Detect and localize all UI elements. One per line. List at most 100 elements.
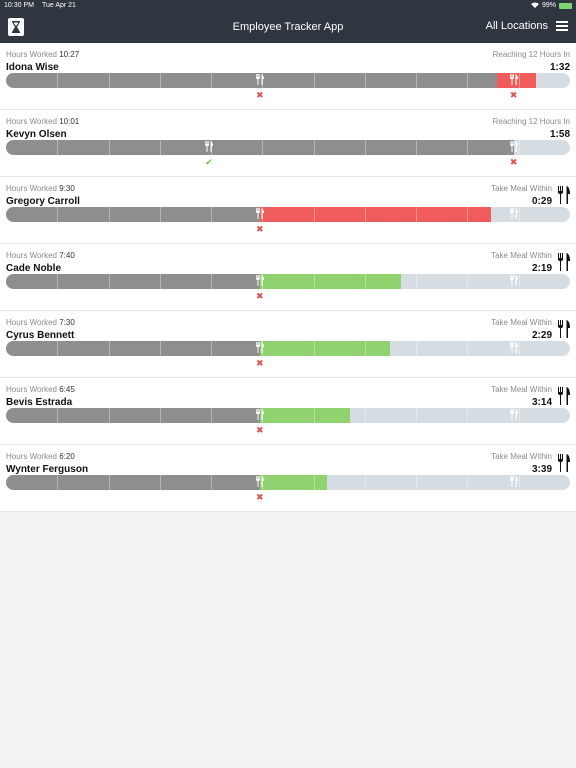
meal-fork-icon bbox=[255, 342, 264, 356]
employee-row[interactable]: Hours Worked 9:30 Gregory Carroll Take M… bbox=[0, 177, 576, 244]
hours-worked-value: 6:45 bbox=[59, 385, 75, 394]
hour-tick bbox=[262, 408, 264, 423]
meal-fork-icon bbox=[509, 141, 518, 155]
overdue-segment bbox=[259, 207, 492, 222]
hour-tick bbox=[467, 341, 469, 356]
missed-meal-icon: ✖ bbox=[256, 425, 264, 435]
worked-segment bbox=[6, 274, 260, 289]
meal-fork-icon bbox=[255, 275, 264, 289]
hour-tick bbox=[313, 207, 315, 222]
hours-worked-value: 7:40 bbox=[59, 251, 75, 260]
hours-worked-label: Hours Worked bbox=[6, 385, 57, 394]
hour-tick bbox=[159, 140, 161, 155]
employee-name: Kevyn Olsen bbox=[6, 129, 67, 140]
shift-progress-bar bbox=[6, 408, 570, 423]
employee-row[interactable]: Hours Worked 7:30 Cyrus Bennett Take Mea… bbox=[0, 311, 576, 378]
hours-worked-value: 10:01 bbox=[59, 117, 80, 126]
employee-row[interactable]: Hours Worked 6:45 Bevis Estrada Take Mea… bbox=[0, 378, 576, 445]
location-selector[interactable]: All Locations bbox=[485, 20, 548, 32]
shift-progress-bar bbox=[6, 140, 570, 155]
employee-name: Idona Wise bbox=[6, 62, 59, 73]
hour-tick bbox=[518, 274, 520, 289]
worked-segment bbox=[6, 207, 260, 222]
employee-row[interactable]: Hours Worked 10:01 Kevyn Olsen Reaching … bbox=[0, 110, 576, 177]
time-remaining: 1:32 bbox=[549, 62, 570, 73]
time-remaining: 3:14 bbox=[531, 397, 552, 408]
hours-worked: Hours Worked 10:01 bbox=[6, 117, 79, 126]
hour-tick bbox=[416, 140, 418, 155]
hour-tick bbox=[262, 140, 264, 155]
hour-tick bbox=[467, 274, 469, 289]
meal-window-segment bbox=[259, 408, 351, 423]
hourglass-icon[interactable] bbox=[8, 18, 24, 36]
meal-fork-icon bbox=[557, 320, 571, 343]
hours-worked-label: Hours Worked bbox=[6, 184, 57, 193]
status-date: Tue Apr 21 bbox=[41, 2, 76, 9]
shift-progress-bar bbox=[6, 341, 570, 356]
hour-tick bbox=[108, 341, 110, 356]
nav-bar: Employee Tracker App All Locations bbox=[0, 11, 576, 43]
battery-percent: 99% bbox=[541, 2, 556, 9]
hour-tick bbox=[211, 207, 213, 222]
hour-tick bbox=[159, 73, 161, 88]
hour-tick bbox=[211, 408, 213, 423]
employee-name: Cyrus Bennett bbox=[6, 330, 75, 341]
employee-row[interactable]: Hours Worked 6:20 Wynter Ferguson Take M… bbox=[0, 445, 576, 512]
hour-tick bbox=[57, 73, 59, 88]
employee-row[interactable]: Hours Worked 7:40 Cade Noble Take Meal W… bbox=[0, 244, 576, 311]
hour-tick bbox=[57, 475, 59, 490]
meal-fork-icon bbox=[509, 342, 518, 356]
meal-window-segment bbox=[259, 274, 401, 289]
time-remaining: 2:29 bbox=[531, 330, 552, 341]
meal-window-segment bbox=[259, 475, 328, 490]
worked-segment bbox=[6, 341, 260, 356]
meal-window-segment bbox=[259, 341, 390, 356]
shift-progress-bar bbox=[6, 274, 570, 289]
meal-fork-icon bbox=[509, 208, 518, 222]
hour-tick bbox=[364, 140, 366, 155]
hours-worked-value: 9:30 bbox=[59, 184, 75, 193]
hours-worked: Hours Worked 7:30 bbox=[6, 318, 75, 327]
hours-worked-value: 7:30 bbox=[59, 318, 75, 327]
hours-worked: Hours Worked 6:20 bbox=[6, 452, 75, 461]
missed-meal-icon: ✖ bbox=[256, 492, 264, 502]
hour-tick bbox=[364, 475, 366, 490]
hour-tick bbox=[108, 140, 110, 155]
hour-tick bbox=[57, 207, 59, 222]
hour-tick bbox=[313, 274, 315, 289]
shift-progress-bar bbox=[6, 475, 570, 490]
hour-tick bbox=[159, 274, 161, 289]
hours-worked: Hours Worked 9:30 bbox=[6, 184, 75, 193]
hour-tick bbox=[57, 408, 59, 423]
hamburger-icon[interactable] bbox=[556, 21, 568, 31]
hour-tick bbox=[467, 140, 469, 155]
hour-tick bbox=[416, 274, 418, 289]
hour-tick bbox=[211, 274, 213, 289]
app-title: Employee Tracker App bbox=[232, 21, 344, 33]
hour-tick bbox=[57, 140, 59, 155]
worked-segment bbox=[6, 73, 497, 88]
status-label: Take Meal Within bbox=[491, 318, 552, 327]
hours-worked-value: 10:27 bbox=[59, 50, 80, 59]
time-remaining: 1:58 bbox=[549, 129, 570, 140]
employee-name: Wynter Ferguson bbox=[6, 464, 89, 475]
nav-right: All Locations bbox=[486, 20, 568, 32]
hours-worked-label: Hours Worked bbox=[6, 251, 57, 260]
hours-worked-label: Hours Worked bbox=[6, 318, 57, 327]
employee-name: Gregory Carroll bbox=[6, 196, 80, 207]
meal-fork-icon bbox=[205, 141, 214, 155]
hour-tick bbox=[262, 341, 264, 356]
hour-tick bbox=[416, 408, 418, 423]
hour-tick bbox=[467, 408, 469, 423]
hour-tick bbox=[313, 73, 315, 88]
hour-tick bbox=[108, 73, 110, 88]
hour-tick bbox=[108, 408, 110, 423]
hour-tick bbox=[313, 408, 315, 423]
employee-row[interactable]: Hours Worked 10:27 Idona Wise Reaching 1… bbox=[0, 43, 576, 110]
status-label: Reaching 12 Hours In bbox=[492, 117, 570, 126]
time-remaining: 2:19 bbox=[531, 263, 552, 274]
meal-fork-icon bbox=[557, 454, 571, 477]
status-label: Take Meal Within bbox=[491, 385, 552, 394]
meal-taken-check-icon: ✔ bbox=[205, 157, 213, 167]
employee-name: Cade Noble bbox=[6, 263, 62, 274]
